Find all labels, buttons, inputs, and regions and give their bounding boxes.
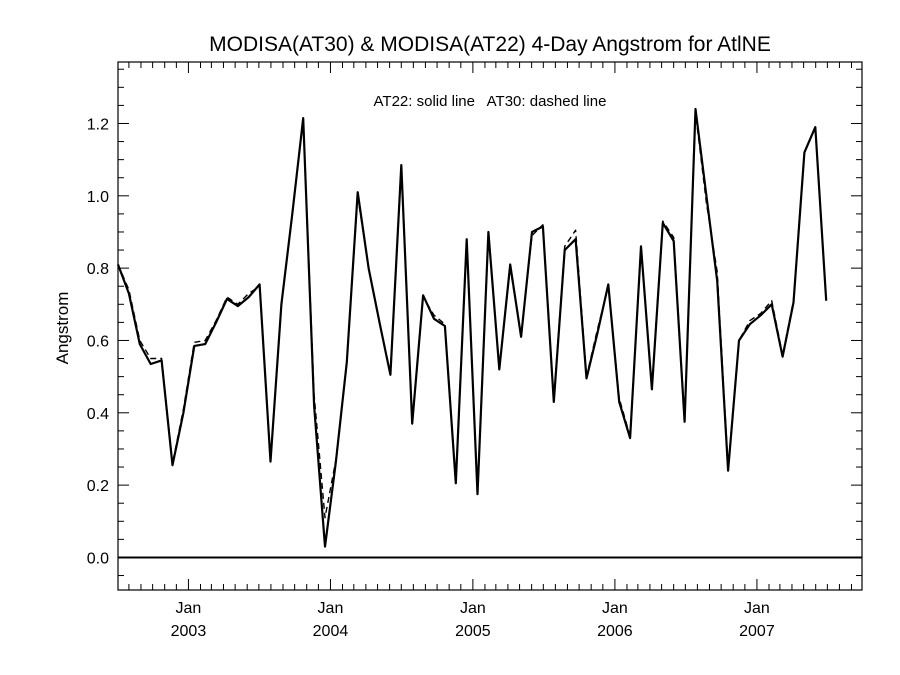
y-tick-label: 1.2: [87, 116, 109, 133]
plot-area: 0.0 0.2 0.4 0.6 0.8 1.0 1.2 Jan 2003 Jan 2004 Jan 20…: [87, 61, 863, 640]
y-tick-label: 0.0: [87, 550, 109, 567]
plot-frame: [117, 61, 863, 591]
x-tick-label-month: Jan: [602, 600, 628, 617]
series-line-at22: [116, 107, 828, 548]
y-tick-label: 0.6: [87, 333, 109, 350]
x-tick-label-month: Jan: [460, 600, 486, 617]
legend-annotation: AT22: solid line AT30: dashed line: [374, 93, 607, 110]
x-tick-label-year: 2006: [597, 623, 633, 640]
x-tick-label-month: Jan: [318, 600, 344, 617]
x-tick-label-year: 2005: [455, 623, 491, 640]
x-tick-label-year: 2003: [171, 623, 207, 640]
chart-title: MODISA(AT30) & MODISA(AT22) 4-Day Angstr…: [209, 33, 771, 56]
y-tick-label: 1.0: [87, 189, 109, 206]
y-tick-label: 0.4: [87, 406, 109, 423]
x-tick-label-month: Jan: [744, 600, 770, 617]
x-tick-label-year: 2004: [313, 623, 349, 640]
y-axis-label: Angstrom: [53, 292, 72, 365]
y-tick-label: 0.8: [87, 261, 109, 278]
x-tick-label-month: Jan: [176, 600, 202, 617]
y-tick-label: 0.2: [87, 478, 109, 495]
x-tick-label-year: 2007: [739, 623, 775, 640]
